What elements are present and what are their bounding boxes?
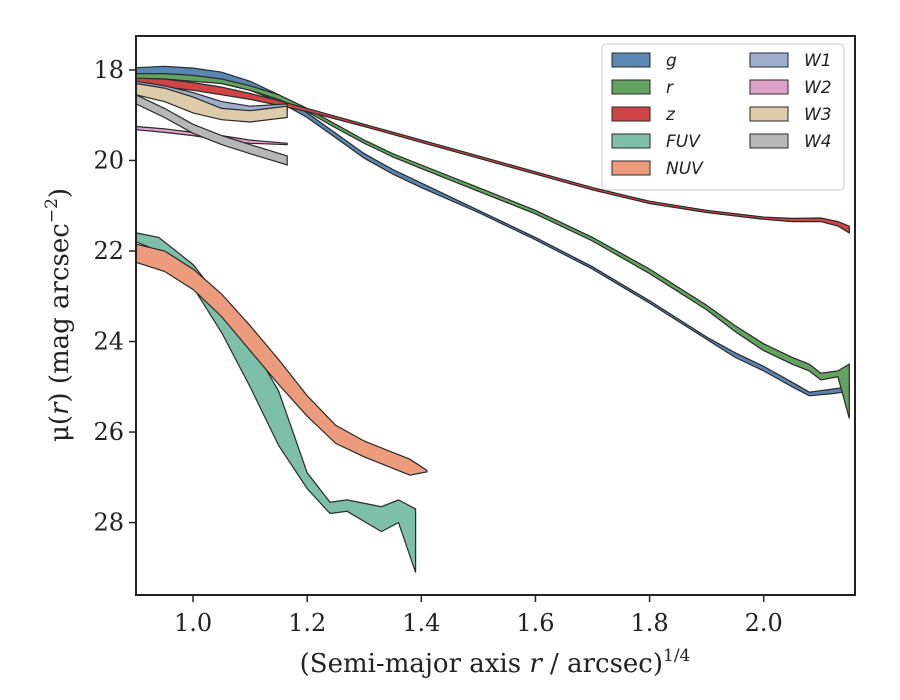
y-tick-label: 26 [93, 418, 124, 446]
x-axis-title: (Semi-major axis r / arcsec)1/4 [300, 646, 691, 679]
y-tick-label: 18 [93, 56, 124, 84]
legend-label-w3: W3 [804, 105, 832, 125]
x-axis-title-sup: 1/4 [663, 646, 690, 666]
y-axis-title-end: ) [45, 188, 75, 198]
legend-label-w2: W2 [804, 78, 832, 98]
x-tick-label: 2.0 [745, 609, 783, 637]
band-r [135, 73, 850, 419]
legend-swatch-r [611, 79, 651, 95]
legend-label-g: g [666, 51, 677, 71]
y-tick-label: 22 [93, 237, 124, 265]
y-axis-title-var: r [45, 401, 75, 415]
legend-label-z: z [665, 105, 676, 125]
band-nuv [135, 243, 428, 476]
legend-label-r: r [666, 78, 674, 98]
x-axis: 1.0 1.2 1.4 1.6 1.8 2.0 [174, 595, 783, 637]
x-tick-label: 1.2 [288, 609, 326, 637]
y-tick-label: 20 [93, 146, 124, 174]
x-tick-label: 1.8 [630, 609, 668, 637]
x-tick-label: 1.0 [174, 609, 212, 637]
band-fuv [135, 232, 417, 573]
x-axis-title-var: r [529, 649, 543, 679]
legend-swatch-w1 [749, 52, 789, 68]
legend-swatch-nuv [611, 160, 651, 176]
y-axis: 18 20 22 24 26 28 [93, 56, 136, 537]
y-axis-title-sup: −2 [42, 198, 62, 223]
legend-label-fuv: FUV [666, 132, 701, 152]
legend-label-w1: W1 [804, 51, 832, 71]
y-axis-title-mid: ) (mag arcsec [45, 223, 75, 402]
plot-frame [135, 35, 856, 596]
legend-swatch-w4 [749, 133, 789, 149]
legend-swatch-w2 [749, 79, 789, 95]
x-axis-title-mid: / arcsec) [542, 649, 663, 679]
x-tick-label: 1.6 [516, 609, 554, 637]
series-bands [135, 65, 850, 573]
x-tick-label: 1.4 [402, 609, 440, 637]
legend-swatch-z [611, 106, 651, 122]
x-axis-title-main: (Semi-major axis [300, 649, 530, 679]
y-axis-title-main: μ( [45, 415, 75, 442]
band-z [135, 77, 850, 234]
y-tick-label: 24 [93, 328, 124, 356]
band-w3 [135, 82, 288, 123]
band-w4 [135, 93, 288, 166]
legend-swatch-g [611, 52, 651, 68]
legend: grz FUV NUV W1 W2 W3 W4 [601, 43, 845, 191]
legend-swatch-fuv [611, 133, 651, 149]
legend-label-w4: W4 [804, 132, 832, 152]
y-axis-title: μ(r) (mag arcsec−2) [42, 188, 75, 442]
legend-swatch-w3 [749, 106, 789, 122]
legend-label-nuv: NUV [666, 159, 704, 179]
y-tick-label: 28 [93, 509, 124, 537]
